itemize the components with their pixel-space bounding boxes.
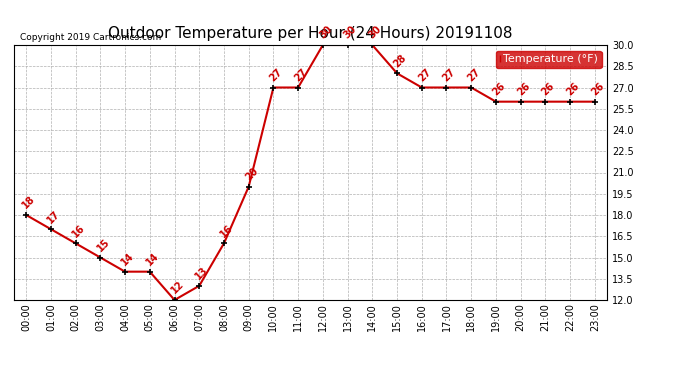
Text: Copyright 2019 Cartronics.com: Copyright 2019 Cartronics.com [20,33,161,42]
Text: 30: 30 [342,24,359,41]
Text: 27: 27 [441,67,457,83]
Text: 27: 27 [293,67,309,83]
Text: 14: 14 [119,251,136,267]
Text: 16: 16 [70,222,87,239]
Text: 12: 12 [169,279,186,296]
Text: 15: 15 [95,237,111,254]
Text: 28: 28 [391,53,408,69]
Text: 26: 26 [589,81,606,98]
Text: 27: 27 [416,67,433,83]
Text: 13: 13 [194,265,210,282]
Text: 27: 27 [268,67,284,83]
Text: 26: 26 [564,81,581,98]
Text: 18: 18 [21,194,37,211]
Text: 26: 26 [540,81,556,98]
Text: 17: 17 [46,209,62,225]
Title: Outdoor Temperature per Hour (24 Hours) 20191108: Outdoor Temperature per Hour (24 Hours) … [108,26,513,41]
Text: 27: 27 [466,67,482,83]
Text: 26: 26 [515,81,532,98]
Text: 14: 14 [144,251,161,267]
Text: 26: 26 [491,81,507,98]
Legend: Temperature (°F): Temperature (°F) [495,51,602,68]
Text: 30: 30 [367,24,384,41]
Text: 16: 16 [219,222,235,239]
Text: 20: 20 [243,166,259,183]
Text: 30: 30 [317,24,334,41]
